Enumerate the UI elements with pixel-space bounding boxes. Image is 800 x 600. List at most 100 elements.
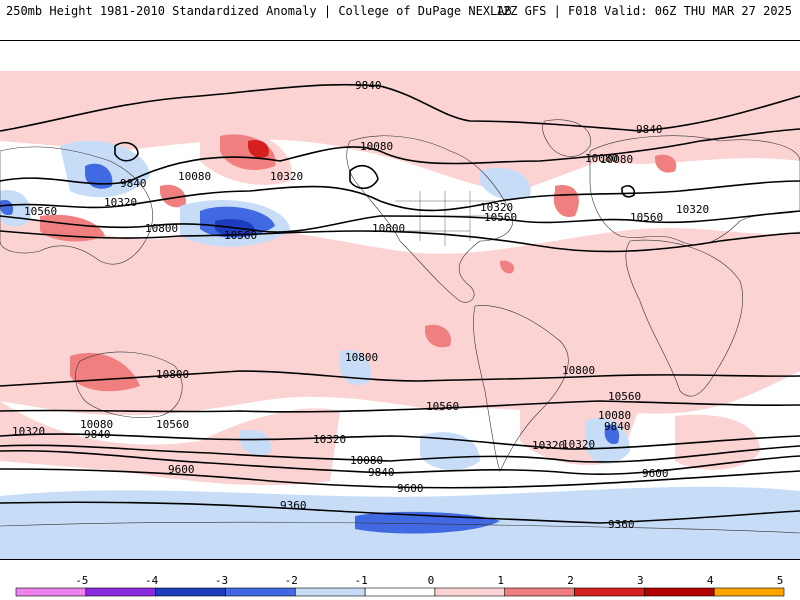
contour-label: 10080 <box>80 418 113 431</box>
closed-low-asia <box>114 142 139 162</box>
colorbar-swatch <box>504 587 575 597</box>
europe-asia-outline <box>589 135 800 246</box>
antarctica-outline <box>0 521 800 534</box>
colorbar-tick-label: 3 <box>637 574 644 587</box>
contour-label: 10320 <box>104 196 137 209</box>
contour-label: 10560 <box>156 418 189 431</box>
moderate-positive-anomaly <box>500 260 515 274</box>
negative-anomaly-region <box>480 167 531 201</box>
contour-label: 10080 <box>360 140 393 153</box>
contour-label: 9840 <box>120 177 147 190</box>
contour-label: 9600 <box>642 467 669 480</box>
moderate-negative-anomaly <box>0 199 14 216</box>
moderate-negative-anomaly <box>85 163 113 189</box>
contour-label: 10320 <box>270 170 303 183</box>
contour-10800-south <box>0 370 800 387</box>
contour-label: 10800 <box>345 351 378 364</box>
moderate-positive-anomaly <box>553 185 579 217</box>
contour-label: 10560 <box>224 229 257 242</box>
contour-label: 10560 <box>24 205 57 218</box>
contour-label: 10320 <box>313 433 346 446</box>
contour-label: 10560 <box>608 390 641 403</box>
contour-label: 9840 <box>636 123 663 136</box>
negative-anomaly-region <box>420 432 480 471</box>
contour-9360-south <box>0 501 800 524</box>
colorbar-tick-label: -5 <box>75 574 88 587</box>
contour-10560-north <box>0 210 800 233</box>
contour-label: 10320 <box>562 438 595 451</box>
contour-label: 10320 <box>480 201 513 214</box>
contour-10560-south <box>0 400 800 413</box>
positive-anomaly-region <box>0 401 340 486</box>
colorbar-swatch <box>713 587 785 597</box>
asia-east-outline <box>0 146 153 265</box>
negative-anomaly-region <box>240 429 271 456</box>
contour-label: 9840 <box>84 428 111 441</box>
contour-label: 9840 <box>355 79 382 92</box>
closed-high-atlantic <box>621 185 636 198</box>
moderate-positive-anomaly <box>160 184 186 208</box>
contour-9600-south <box>0 468 800 489</box>
contour-label: 9360 <box>608 518 635 531</box>
negative-anomaly-region <box>340 350 371 386</box>
colorbar-swatch <box>294 587 366 597</box>
colorbar-swatch <box>644 587 715 597</box>
contour-label-layer: 9840 10080 10320 10560 9840 10080 10320 … <box>12 79 709 531</box>
contour-label: 10080 <box>600 153 633 166</box>
contour-label: 10800 <box>562 364 595 377</box>
colorbar-tick-label: 0 <box>428 574 435 587</box>
anomaly-map: 9840 10080 10320 10560 9840 10080 10320 … <box>0 71 800 559</box>
contour-label: 9600 <box>397 482 424 495</box>
model-run-label: 12Z GFS | F018 Valid: 06Z THU MAR 27 202… <box>495 4 792 18</box>
australia-outline <box>75 351 183 418</box>
colorbar-swatch <box>15 587 87 597</box>
contour-10800-north <box>0 230 800 253</box>
colorbar-swatches <box>15 587 785 597</box>
colorbar-swatch <box>155 587 226 597</box>
colorbar-swatch <box>364 587 436 597</box>
contour-label: 10080 <box>178 170 211 183</box>
colorbar-tick-label: 5 <box>777 574 784 587</box>
colorbar-swatch <box>225 587 296 597</box>
moderate-negative-anomaly <box>604 424 620 445</box>
anomaly-colorbar: -5 -4 -3 -2 -1 0 1 2 3 4 5 <box>15 574 785 597</box>
contour-9840-north <box>0 83 800 132</box>
contour-label: 10800 <box>156 368 189 381</box>
contour-label: 10800 <box>372 222 405 235</box>
contour-9840-south <box>0 449 800 475</box>
contour-label: 10320 <box>676 203 709 216</box>
contour-label: 10080 <box>598 409 631 422</box>
contour-label: 9840 <box>604 420 631 433</box>
contour-label: 10320 <box>12 425 45 438</box>
map-panel: 9840 10080 10320 10560 9840 10080 10320 … <box>0 40 800 560</box>
contour-10080-north <box>0 128 800 185</box>
greenland-outline <box>542 119 591 157</box>
contour-label: 10080 <box>585 152 618 165</box>
colorbar-swatch <box>434 587 506 597</box>
colorbar-tick-label: -4 <box>145 574 159 587</box>
contour-label: 10560 <box>426 400 459 413</box>
contour-label: 9840 <box>368 466 395 479</box>
moderate-positive-anomaly <box>70 352 140 392</box>
positive-anomaly-region <box>0 211 800 416</box>
africa-outline <box>625 239 743 397</box>
colorbar-tick-labels: -5 -4 -3 -2 -1 0 1 2 3 4 5 <box>75 574 783 587</box>
colorbar-swatch <box>574 587 645 597</box>
contour-label: 10560 <box>630 211 663 224</box>
coastlines-layer <box>0 119 800 534</box>
positive-anomaly-region <box>0 71 800 191</box>
contour-10320-north <box>0 180 800 212</box>
moderate-positive-anomaly <box>655 154 677 173</box>
map-title: 250mb Height 1981-2010 Standardized Anom… <box>6 4 512 18</box>
contour-label: 9360 <box>280 499 307 512</box>
south-america-outline <box>473 305 569 472</box>
colorbar-tick-label: -2 <box>285 574 298 587</box>
colorbar-tick-label: 4 <box>707 574 714 587</box>
contour-10080-south <box>0 444 800 463</box>
contour-label: 10800 <box>145 222 178 235</box>
closed-low-pacific <box>349 164 379 190</box>
contour-label: 10320 <box>532 439 565 452</box>
contour-label: 9600 <box>168 463 195 476</box>
colorbar-tick-label: -3 <box>215 574 228 587</box>
contour-10320-south <box>0 433 800 450</box>
